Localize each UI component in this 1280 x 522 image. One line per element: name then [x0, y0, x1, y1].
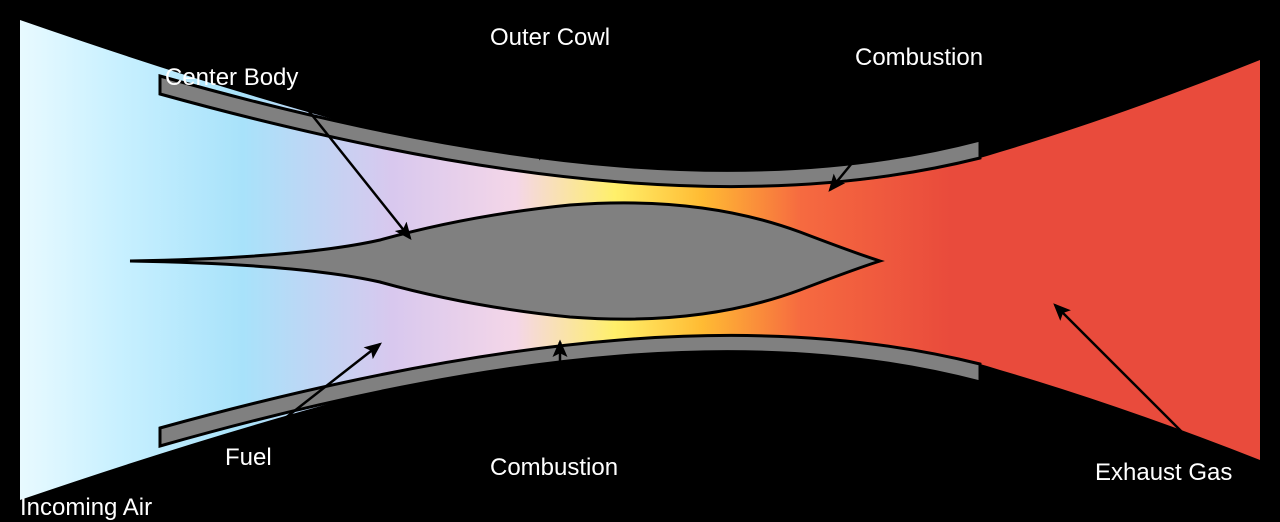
label-outer-cowl: Outer Cowl [490, 24, 610, 51]
label-center-body: Center Body [165, 64, 298, 91]
label-exhaust-gas: Exhaust Gas [1095, 459, 1232, 486]
label-fuel: Fuel [225, 444, 272, 471]
label-incoming-air: Incoming Air [20, 494, 152, 521]
diagram-svg: Incoming Air Exhaust Gas Outer Cowl Comb… [0, 0, 1280, 522]
arrow-outer-cowl [540, 60, 560, 158]
label-combustion-top: Combustion [855, 44, 983, 71]
label-combustion-bottom: Combustion [490, 454, 618, 481]
